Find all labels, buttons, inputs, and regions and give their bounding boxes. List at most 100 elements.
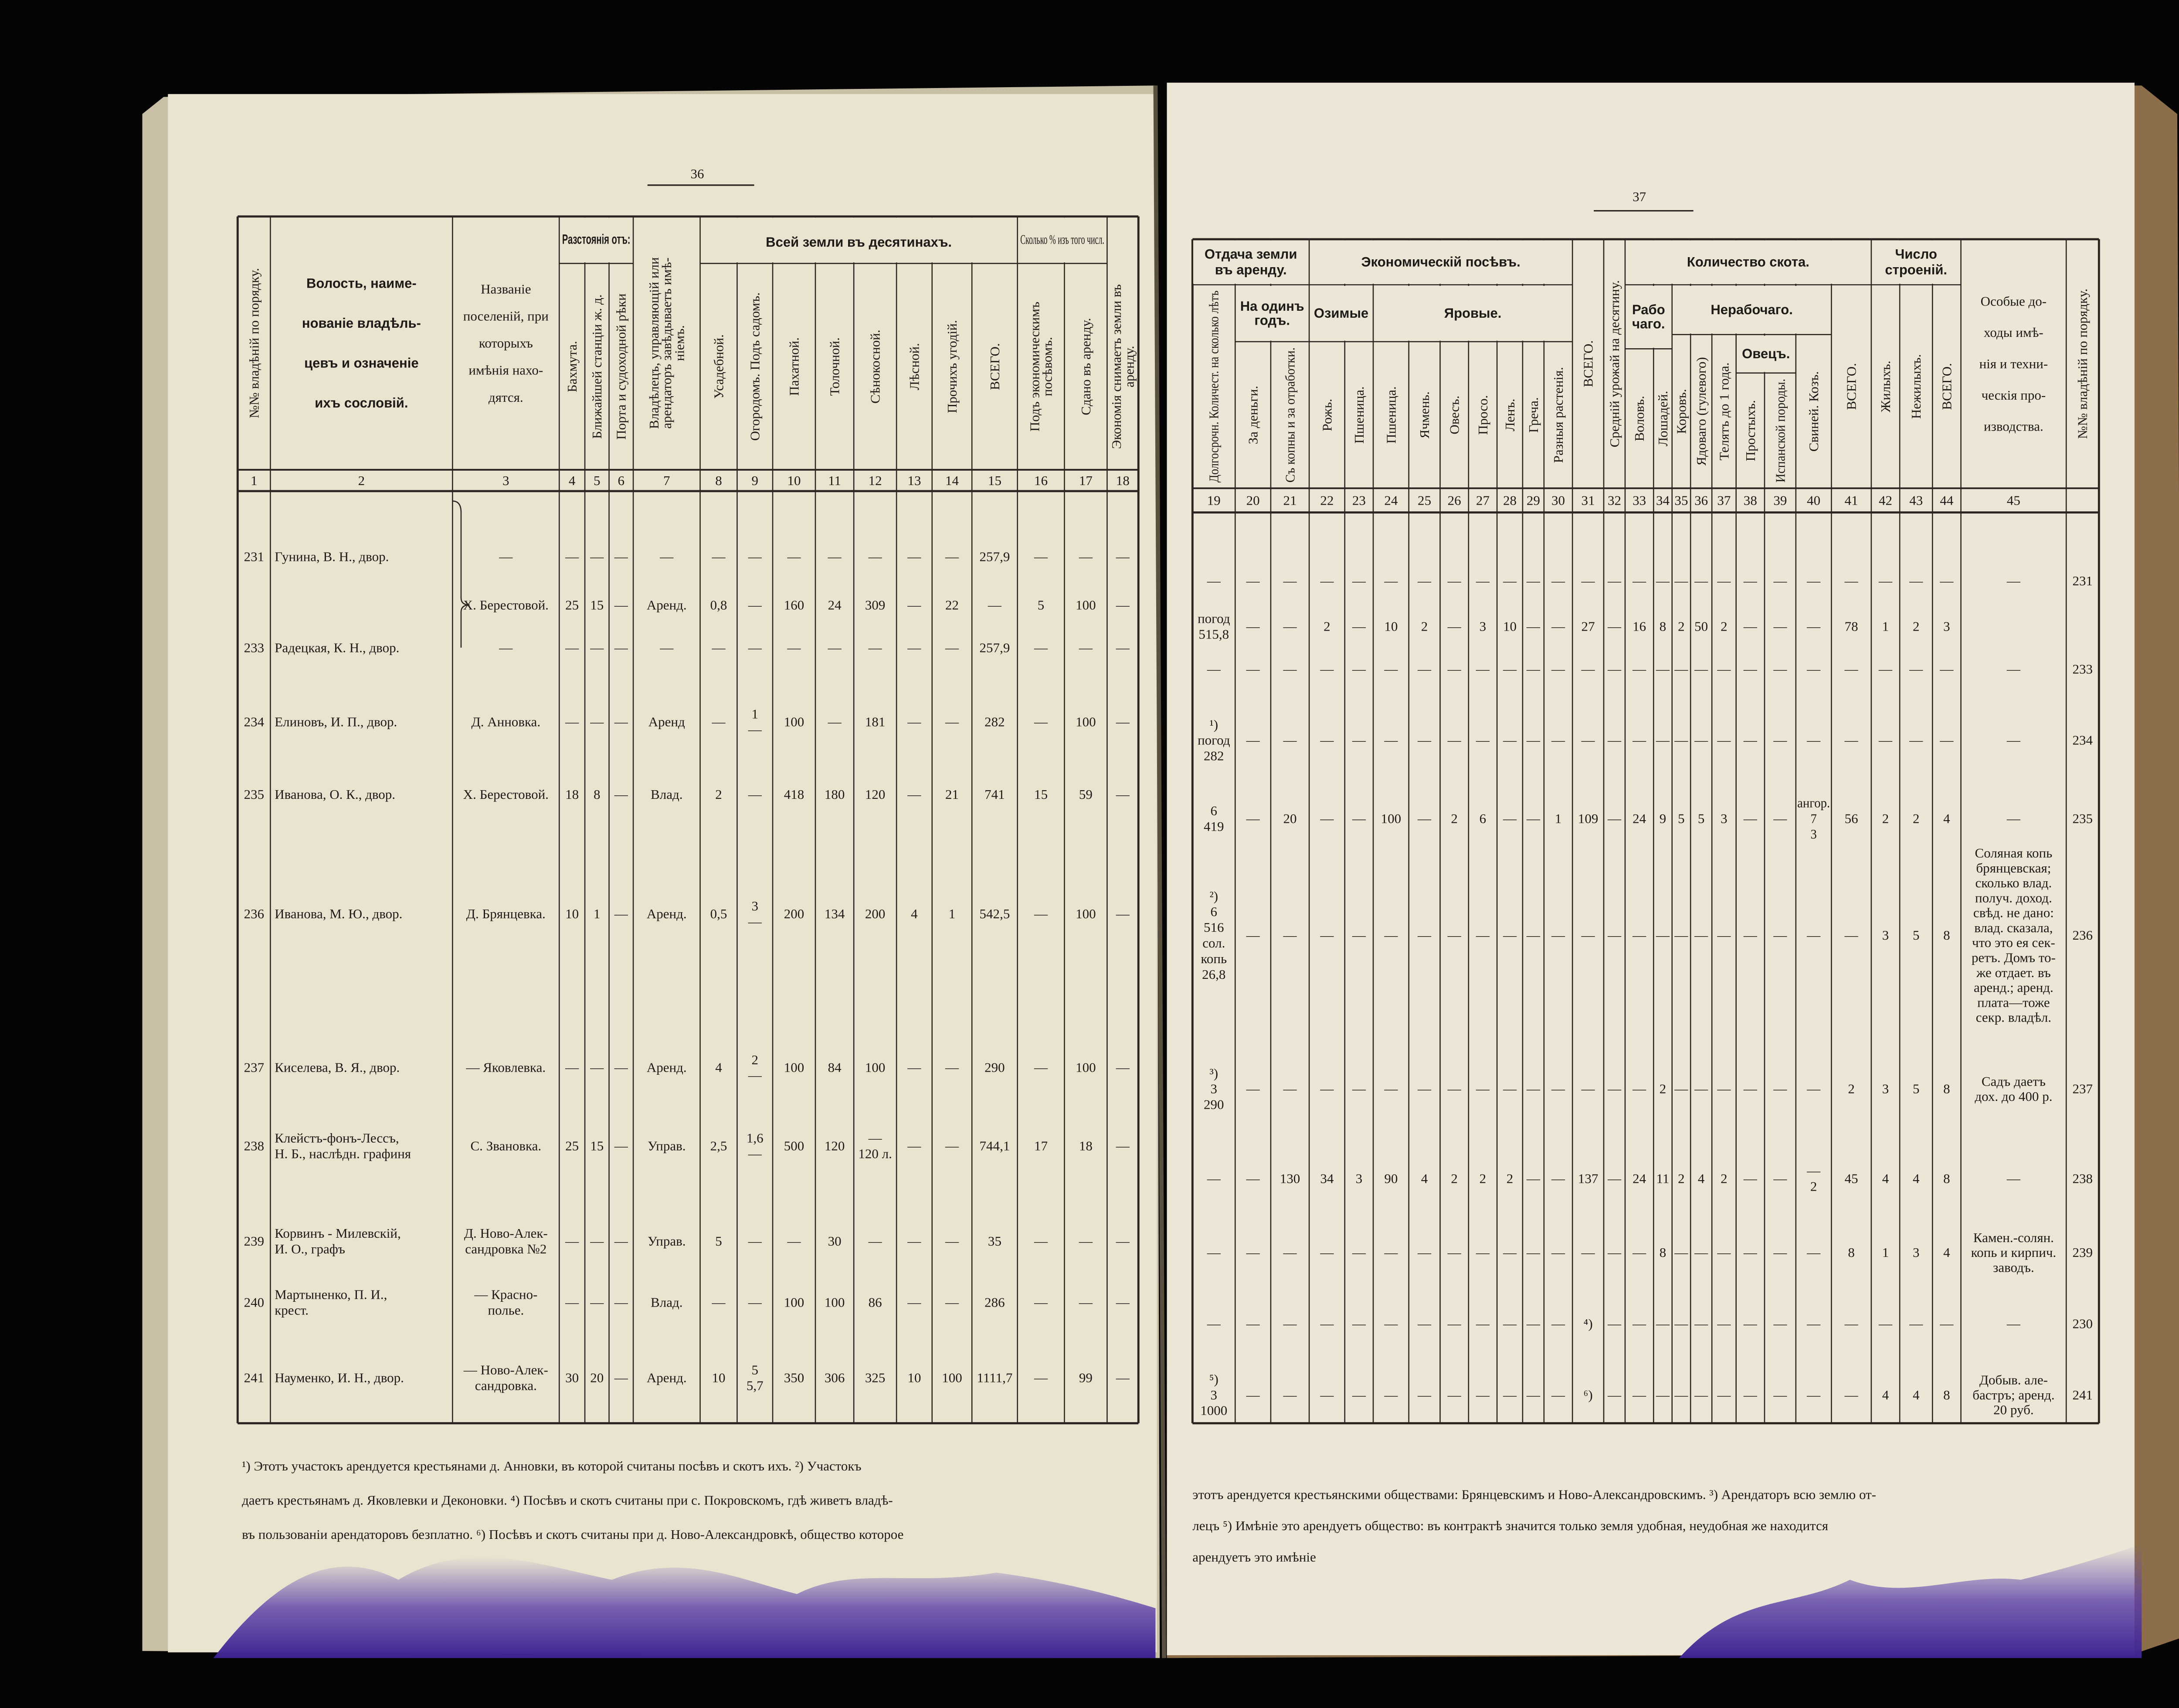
cell-value: —	[1878, 1316, 1893, 1331]
cell-value: 3	[1480, 618, 1487, 634]
cell-value: —	[1320, 1081, 1334, 1097]
cell-value: —	[1246, 733, 1260, 748]
cell-value: —2	[1806, 1163, 1821, 1194]
column-header: Подъ экономическимъпосѣвомъ.	[1027, 302, 1055, 431]
row-number: 238	[244, 1138, 265, 1153]
cell-value: —	[565, 1295, 579, 1310]
cell-value: —	[1806, 618, 1821, 634]
cell-value: 5	[1698, 811, 1705, 826]
cell-value: 1	[949, 906, 956, 921]
cell-value: —	[1116, 640, 1130, 655]
cell-value: —	[1283, 927, 1297, 943]
column-header: ВСЕГО.	[1939, 363, 1954, 410]
column-number: 44	[1940, 493, 1954, 508]
cell-value: —	[590, 640, 604, 655]
cell-value: 3	[1913, 1245, 1920, 1260]
column-number: 15	[988, 473, 1001, 488]
column-number: 24	[1384, 493, 1398, 508]
cell-value: 1—	[748, 706, 762, 737]
cell-value: —	[1447, 618, 1462, 634]
cell-value: —	[1476, 573, 1490, 588]
cell-value: —	[1352, 1245, 1366, 1260]
column-header: Воловъ.	[1632, 396, 1647, 441]
cell-value: 9	[1660, 811, 1666, 826]
cell-value: —	[1806, 733, 1821, 748]
cell-value: —	[1283, 1081, 1297, 1097]
cell-value: 5 5,7	[747, 1362, 764, 1393]
cell-value: —	[828, 549, 842, 564]
cell-value: —	[1417, 1387, 1432, 1402]
cell-value: 5	[1678, 811, 1685, 826]
cell-value: —	[787, 640, 801, 655]
cell-value: 25	[565, 598, 579, 613]
cell-value: 86	[869, 1295, 882, 1310]
cell-value: Аренд.	[647, 1060, 687, 1075]
cell-value: —	[1503, 733, 1517, 748]
cell-value: 5	[1913, 1081, 1920, 1097]
group-header: Всей земли въ десятинахъ.	[766, 234, 952, 250]
cell-value: —	[1384, 1245, 1398, 1260]
cell-value: Садъ даетъ дох. до 400 р.	[1975, 1074, 2052, 1104]
cell-value: —	[787, 1233, 801, 1249]
column-header: Пшеница.	[1351, 386, 1367, 443]
column-header: Средній урожай на десятину.	[1607, 280, 1622, 448]
cell-value: 100	[1076, 906, 1096, 921]
cell-value: —	[1632, 1081, 1646, 1097]
cell-value: —	[1632, 927, 1646, 943]
cell-value: —	[1674, 927, 1688, 943]
settlement: Х. Берестовой.	[463, 598, 549, 613]
column-header: Лѣсной.	[906, 343, 922, 390]
column-number: 35	[1674, 493, 1688, 508]
cell-value: —	[1743, 1081, 1758, 1097]
cell-value: —	[614, 787, 628, 802]
cell-value: —	[1607, 1316, 1622, 1331]
row-number: 241	[2073, 1387, 2093, 1402]
cell-value: 100	[784, 714, 804, 729]
cell-value: 1111,7	[977, 1370, 1013, 1385]
cell-value: —	[1806, 1081, 1821, 1097]
left-page	[168, 94, 1157, 1653]
cell-value: 325	[865, 1370, 886, 1385]
cell-value: 90	[1384, 1171, 1398, 1186]
cell-value: —	[1447, 661, 1462, 676]
cell-value: 6 419	[1204, 803, 1224, 834]
cell-value: 4	[1913, 1387, 1920, 1402]
cell-value: 2	[715, 787, 722, 802]
cell-value: 100	[1381, 811, 1402, 826]
cell-value: 100	[784, 1060, 804, 1075]
cell-value: —	[1503, 573, 1517, 588]
cell-value: —	[1079, 1295, 1093, 1310]
cell-value: —	[1503, 1245, 1517, 1260]
cell-value: 45	[1845, 1171, 1858, 1186]
cell-value: 8	[1943, 1171, 1950, 1186]
cell-value: —	[1551, 573, 1565, 588]
column-header: Ядоваго (гулевого)	[1694, 357, 1709, 465]
cell-value: —	[1607, 1387, 1622, 1402]
cell-value: —	[1476, 1387, 1490, 1402]
cell-value: 282	[984, 714, 1005, 729]
cell-value: 500	[784, 1138, 804, 1153]
cell-value: —	[1246, 573, 1260, 588]
cell-value: —	[1717, 733, 1731, 748]
cell-value: 8	[1943, 1387, 1950, 1402]
cell-value: —	[1320, 1387, 1334, 1402]
footnote: этотъ арендуется крестьянскими обществам…	[1192, 1487, 1876, 1502]
cell-value: —	[1526, 927, 1541, 943]
cell-value: —	[614, 640, 628, 655]
cell-value: —	[659, 640, 674, 655]
cell-value: Влад.	[651, 787, 682, 802]
cell-value: —	[711, 640, 726, 655]
cell-value: —	[1656, 1387, 1670, 1402]
cell-value: 0,5	[710, 906, 727, 921]
cell-value: —	[748, 640, 762, 655]
cell-value: —	[1034, 1295, 1048, 1310]
cell-value: —	[614, 1295, 628, 1310]
cell-value: —	[1384, 927, 1398, 943]
cell-value: 15	[1034, 787, 1048, 802]
cell-value: —	[1607, 1245, 1622, 1260]
column-number: 38	[1744, 493, 1757, 508]
cell-value: —	[565, 714, 579, 729]
cell-value: —	[1320, 661, 1334, 676]
column-number: 40	[1807, 493, 1820, 508]
cell-value: —	[1694, 661, 1708, 676]
